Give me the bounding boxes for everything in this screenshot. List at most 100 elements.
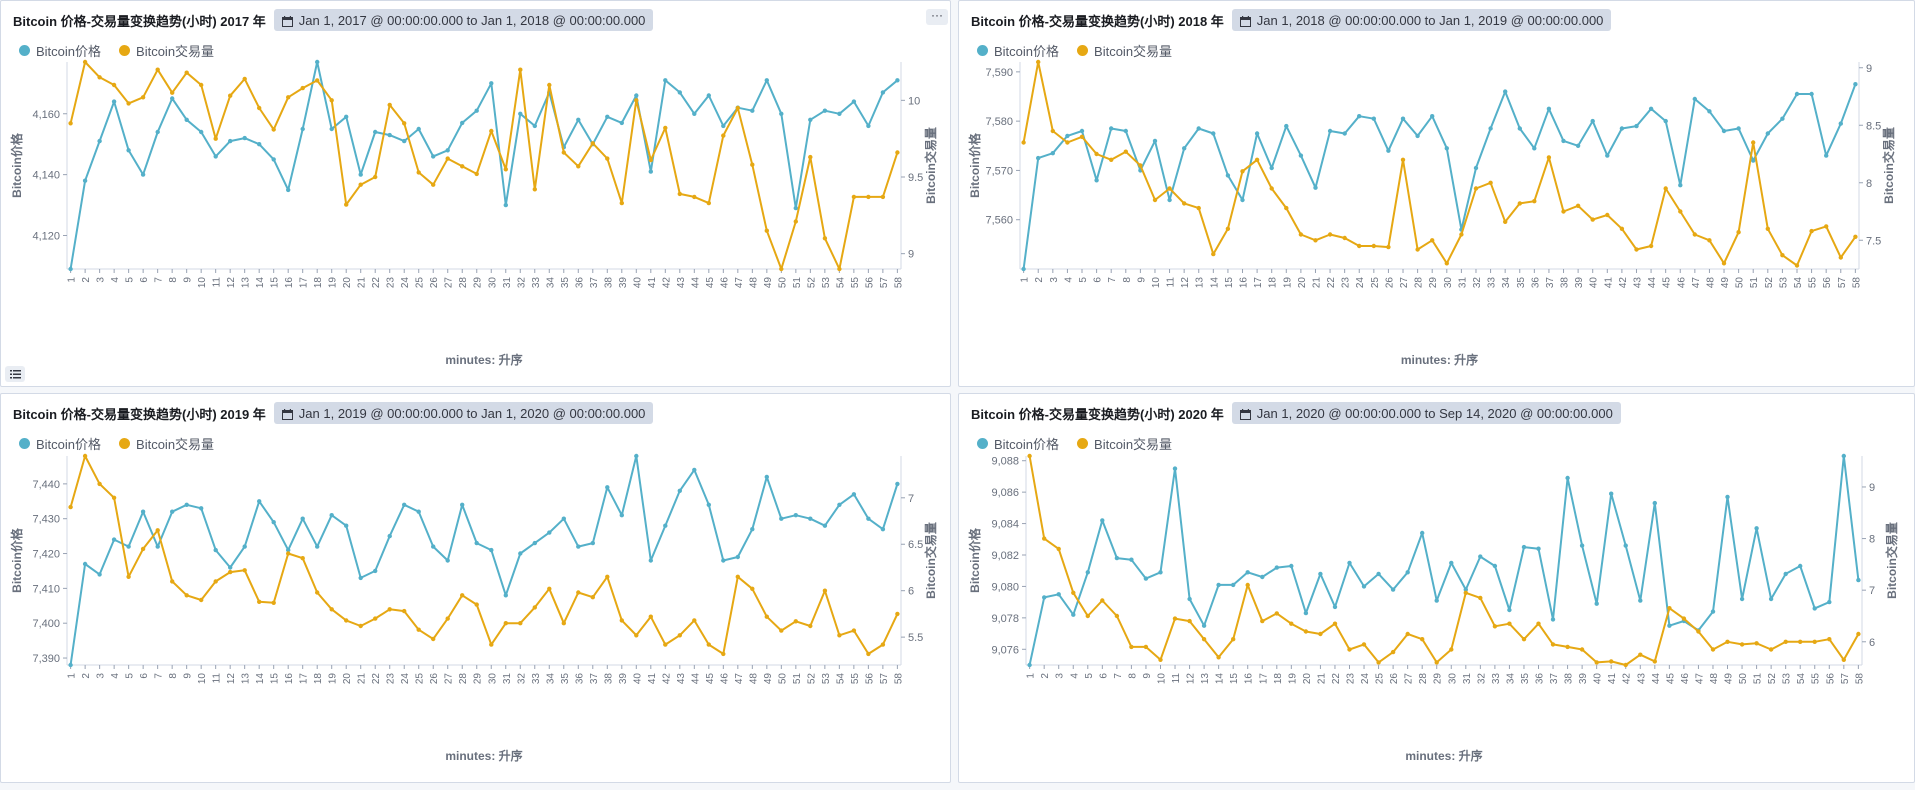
volume-point — [315, 590, 320, 595]
volume-point — [344, 618, 349, 623]
legend-item-price[interactable]: Bitcoin价格 — [19, 434, 101, 453]
x-tick-label: 27 — [444, 673, 455, 685]
volume-point — [1298, 232, 1304, 237]
price-point — [518, 551, 523, 556]
volume-point — [1386, 244, 1391, 250]
price-point — [1376, 571, 1381, 577]
price-point — [692, 467, 697, 473]
x-tick-label: 12 — [1180, 277, 1191, 289]
legend-item-price[interactable]: Bitcoin价格 — [19, 41, 101, 60]
legend-item-price[interactable]: Bitcoin价格 — [977, 434, 1059, 453]
x-tick-label: 31 — [1462, 673, 1473, 685]
volume-point — [1488, 180, 1493, 185]
panel-options-button[interactable]: ··· — [926, 9, 948, 25]
price-point — [1158, 570, 1163, 575]
volume-point — [663, 125, 668, 131]
volume-point — [880, 642, 886, 647]
x-tick-label: 19 — [328, 673, 339, 685]
price-point — [1488, 126, 1493, 131]
price-point — [184, 117, 189, 123]
price-point — [1507, 607, 1512, 613]
x-tick-label: 6 — [139, 277, 150, 283]
volume-point — [489, 128, 494, 134]
x-tick-label: 8 — [168, 277, 179, 283]
price-point — [1386, 148, 1391, 153]
legend-dot-price — [19, 45, 30, 56]
x-tick-label: 48 — [748, 673, 759, 685]
volume-point — [387, 607, 392, 612]
legend-item-volume[interactable]: Bitcoin交易量 — [119, 41, 214, 60]
volume-point — [764, 614, 769, 619]
price-point — [126, 148, 131, 153]
legend-label-volume: Bitcoin交易量 — [1094, 44, 1173, 59]
volume-point — [1434, 660, 1439, 665]
volume-point — [1021, 140, 1026, 145]
x-tick-label: 11 — [212, 277, 223, 288]
x-tick-label: 29 — [473, 673, 484, 685]
y-tick-label-right: 9.5 — [908, 172, 923, 184]
volume-point — [822, 236, 828, 241]
time-range-badge[interactable]: Jan 1, 2020 @ 00:00:00.000 to Sep 14, 20… — [1231, 402, 1621, 424]
x-tick-label: 4 — [110, 277, 121, 283]
volume-point — [590, 141, 595, 146]
y-tick-label-right: 7 — [908, 493, 914, 505]
price-point — [1648, 106, 1654, 112]
price-point — [1129, 557, 1134, 562]
volume-point — [1517, 201, 1522, 206]
x-tick-label: 39 — [618, 673, 629, 685]
price-point — [474, 108, 479, 113]
calendar-icon — [281, 15, 293, 27]
x-tick-label: 13 — [1195, 277, 1206, 289]
x-tick-label: 51 — [792, 673, 803, 685]
volume-point — [257, 105, 262, 111]
time-range-badge[interactable]: Jan 1, 2019 @ 00:00:00.000 to Jan 1, 202… — [273, 402, 654, 424]
volume-point — [1521, 637, 1527, 642]
price-point — [1710, 609, 1716, 614]
time-range-badge[interactable]: Jan 1, 2017 @ 00:00:00.000 to Jan 1, 201… — [273, 9, 654, 31]
volume-point — [1736, 230, 1741, 235]
legend-item-price[interactable]: Bitcoin价格 — [977, 41, 1059, 60]
volume-point — [1303, 629, 1309, 634]
legend-item-volume[interactable]: Bitcoin交易量 — [1077, 434, 1172, 453]
volume-point — [793, 619, 798, 624]
price-point — [764, 474, 769, 480]
price-point — [402, 502, 407, 507]
x-tick-label: 51 — [1753, 673, 1764, 685]
time-range-badge[interactable]: Jan 1, 2018 @ 00:00:00.000 to Jan 1, 201… — [1231, 9, 1612, 31]
x-tick-label: 57 — [879, 673, 890, 685]
volume-point — [358, 623, 363, 629]
legend-item-volume[interactable]: Bitcoin交易量 — [1077, 41, 1172, 60]
volume-point — [880, 194, 886, 200]
y-tick-label-right: 7 — [1869, 585, 1875, 597]
x-tick-label: 55 — [850, 277, 861, 289]
price-point — [1056, 592, 1061, 597]
x-tick-label: 12 — [226, 277, 237, 289]
x-tick-label: 14 — [1215, 673, 1226, 685]
price-point — [68, 266, 73, 272]
y-axis-title-left: Bitcoin价格 — [9, 132, 24, 198]
x-tick-label: 46 — [1676, 277, 1687, 289]
x-tick-label: 27 — [444, 277, 455, 289]
price-point — [576, 117, 581, 123]
volume-series-line — [69, 455, 899, 655]
x-tick-label: 11 — [212, 673, 223, 684]
time-range-text: Jan 1, 2019 @ 00:00:00.000 to Jan 1, 202… — [298, 405, 646, 421]
x-tick-label: 5 — [125, 673, 136, 679]
x-tick-label: 47 — [1694, 673, 1705, 685]
volume-point — [68, 121, 73, 126]
x-tick-label: 57 — [1840, 673, 1851, 685]
volume-point — [1182, 201, 1187, 206]
legend-toggle-button[interactable] — [5, 366, 25, 382]
volume-point — [1225, 226, 1231, 231]
price-point — [1503, 89, 1508, 94]
legend-item-volume[interactable]: Bitcoin交易量 — [119, 434, 214, 453]
price-point — [851, 99, 857, 104]
x-tick-label: 55 — [850, 673, 861, 685]
price-point — [619, 513, 624, 518]
x-tick-label: 47 — [734, 673, 745, 685]
x-tick-label: 48 — [748, 277, 759, 289]
price-point — [634, 93, 639, 98]
x-tick-label: 36 — [1530, 277, 1541, 289]
x-tick-label: 3 — [96, 277, 107, 283]
